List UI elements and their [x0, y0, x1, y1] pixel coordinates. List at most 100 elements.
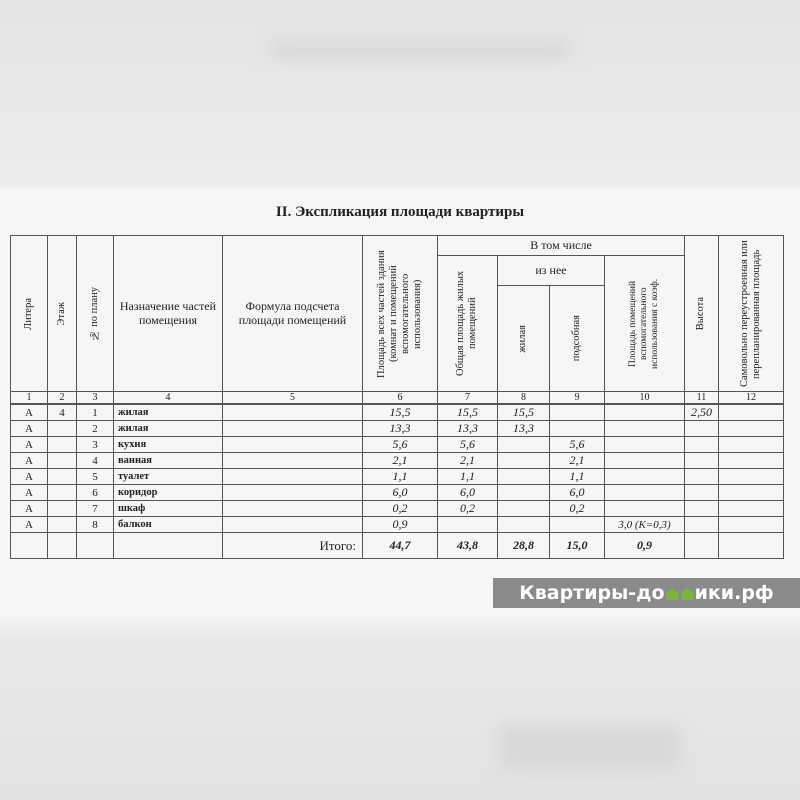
cell-coef	[604, 452, 685, 469]
cell-name: жилая	[113, 403, 223, 421]
cell-name: ванная	[113, 452, 223, 469]
watermark-text: ики.рф	[694, 582, 774, 604]
cell-general: 1,1	[437, 468, 498, 485]
cell-no: 1	[76, 403, 114, 421]
col-num: 1	[10, 391, 48, 405]
cell-floor	[47, 436, 77, 453]
col-num: 9	[549, 391, 605, 405]
cell-name: шкаф	[113, 500, 223, 517]
cell-height	[684, 484, 719, 501]
cell-living	[497, 484, 550, 501]
cell-general: 0,2	[437, 500, 498, 517]
cell-floor	[47, 420, 77, 437]
cell-height: 2,50	[684, 403, 719, 421]
cell-total: 13,3	[362, 420, 438, 437]
cell-coef	[604, 420, 685, 437]
col-num: 12	[718, 391, 784, 405]
col-num: 7	[437, 391, 498, 405]
house-icon	[680, 588, 694, 600]
blurred-text	[500, 725, 680, 770]
cell-general: 15,5	[437, 403, 498, 421]
header-unauthorized: Самовольно переустроенная или перепланир…	[718, 235, 784, 392]
cell-general	[437, 516, 498, 533]
header-auxiliary: подсобная	[549, 285, 605, 392]
table-row: А 4 1 жилая 15,5 15,5 15,5 2,50	[10, 403, 784, 421]
cell-name: кухня	[113, 436, 223, 453]
cell-aux: 0,2	[549, 500, 605, 517]
header-purpose: Назначение частей помещения	[113, 235, 223, 392]
cell-floor	[47, 452, 77, 469]
cell-living	[497, 516, 550, 533]
cell-coef	[604, 436, 685, 453]
cell-formula	[222, 452, 363, 469]
cell-unauth	[718, 516, 784, 533]
header-living: жилая	[497, 285, 550, 392]
column-number-row: 1 2 3 4 5 6 7 8 9 10 11 12	[10, 391, 784, 405]
cell-unauth	[718, 403, 784, 421]
cell-floor	[47, 500, 77, 517]
cell-formula	[222, 500, 363, 517]
blurred-text	[270, 40, 570, 58]
cell-height	[684, 420, 719, 437]
cell-name: жилая	[113, 420, 223, 437]
cell-living: 15,5	[497, 403, 550, 421]
cell-coef: 3,0 (К=0,3)	[604, 516, 685, 533]
cell-formula	[222, 468, 363, 485]
cell-floor: 4	[47, 403, 77, 421]
cell-total: 0,9	[362, 516, 438, 533]
cell-general: 5,6	[437, 436, 498, 453]
cell-unauth	[718, 436, 784, 453]
cell-coef	[604, 403, 685, 421]
cell-unauth	[718, 452, 784, 469]
cell-coef	[604, 500, 685, 517]
col-num: 6	[362, 391, 438, 405]
cell-general: 13,3	[437, 420, 498, 437]
cell-floor	[47, 516, 77, 533]
cell-total: 15,5	[362, 403, 438, 421]
header-aux-coef: Площадь помещений вспомогательного испол…	[604, 255, 685, 392]
cell-litera: А	[10, 484, 48, 501]
cell-aux: 1,1	[549, 468, 605, 485]
header-floor: Этаж	[47, 235, 77, 392]
col-num: 2	[47, 391, 77, 405]
totals-aux: 15,0	[549, 532, 605, 559]
cell-formula	[222, 516, 363, 533]
table-row: А 8 балкон 0,9 3,0 (К=0,3)	[10, 516, 784, 533]
totals-coef: 0,9	[604, 532, 685, 559]
cell-coef	[604, 484, 685, 501]
cell-living	[497, 436, 550, 453]
header-group: В том числе	[437, 235, 685, 256]
cell-height	[684, 468, 719, 485]
cell-no: 7	[76, 500, 114, 517]
header-total-area: Площадь всех частей здания (комнат и пом…	[362, 235, 438, 392]
col-num: 3	[76, 391, 114, 405]
cell-litera: А	[10, 516, 48, 533]
cell-height	[684, 436, 719, 453]
cell-living: 13,3	[497, 420, 550, 437]
watermark-text: Квартиры-до	[519, 582, 665, 604]
header-height: Высота	[684, 235, 719, 392]
header-subgroup: из нее	[497, 255, 605, 286]
totals-living: 28,8	[497, 532, 550, 559]
cell-aux: 5,6	[549, 436, 605, 453]
cell-name: туалет	[113, 468, 223, 485]
cell-unauth	[718, 420, 784, 437]
cell-litera: А	[10, 500, 48, 517]
col-num: 4	[113, 391, 223, 405]
explication-table: Литера Этаж № по плану Назначение частей…	[10, 235, 784, 559]
table-row: А 7 шкаф 0,2 0,2 0,2	[10, 500, 784, 517]
cell-litera: А	[10, 452, 48, 469]
cell-formula	[222, 484, 363, 501]
cell-aux	[549, 420, 605, 437]
cell-floor	[47, 484, 77, 501]
col-num: 8	[497, 391, 550, 405]
cell-general: 2,1	[437, 452, 498, 469]
cell-unauth	[718, 484, 784, 501]
cell-floor	[47, 468, 77, 485]
table-row: А 5 туалет 1,1 1,1 1,1	[10, 468, 784, 485]
cell-aux: 2,1	[549, 452, 605, 469]
table-row: А 4 ванная 2,1 2,1 2,1	[10, 452, 784, 469]
cell-no: 2	[76, 420, 114, 437]
cell-formula	[222, 436, 363, 453]
document-title: II. Экспликация площади квартиры	[275, 204, 525, 220]
